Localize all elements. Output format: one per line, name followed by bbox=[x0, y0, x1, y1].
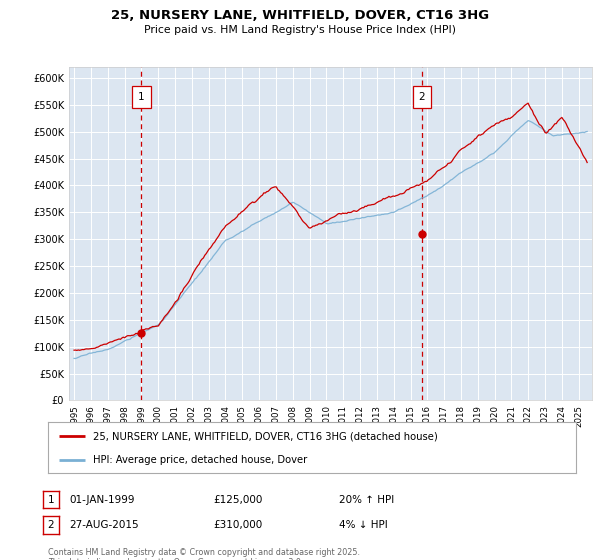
Text: Price paid vs. HM Land Registry's House Price Index (HPI): Price paid vs. HM Land Registry's House … bbox=[144, 25, 456, 35]
FancyBboxPatch shape bbox=[413, 86, 431, 108]
Text: 1: 1 bbox=[47, 494, 55, 505]
Text: HPI: Average price, detached house, Dover: HPI: Average price, detached house, Dove… bbox=[93, 455, 307, 465]
Text: £125,000: £125,000 bbox=[213, 494, 262, 505]
Text: 01-JAN-1999: 01-JAN-1999 bbox=[69, 494, 134, 505]
Text: Contains HM Land Registry data © Crown copyright and database right 2025.
This d: Contains HM Land Registry data © Crown c… bbox=[48, 548, 360, 560]
Text: 20% ↑ HPI: 20% ↑ HPI bbox=[339, 494, 394, 505]
Text: 25, NURSERY LANE, WHITFIELD, DOVER, CT16 3HG: 25, NURSERY LANE, WHITFIELD, DOVER, CT16… bbox=[111, 9, 489, 22]
Text: 4% ↓ HPI: 4% ↓ HPI bbox=[339, 520, 388, 530]
Text: £310,000: £310,000 bbox=[213, 520, 262, 530]
FancyBboxPatch shape bbox=[132, 86, 151, 108]
Text: 2: 2 bbox=[418, 92, 425, 102]
Text: 2: 2 bbox=[47, 520, 55, 530]
Text: 1: 1 bbox=[138, 92, 145, 102]
Text: 25, NURSERY LANE, WHITFIELD, DOVER, CT16 3HG (detached house): 25, NURSERY LANE, WHITFIELD, DOVER, CT16… bbox=[93, 431, 437, 441]
Text: 27-AUG-2015: 27-AUG-2015 bbox=[69, 520, 139, 530]
